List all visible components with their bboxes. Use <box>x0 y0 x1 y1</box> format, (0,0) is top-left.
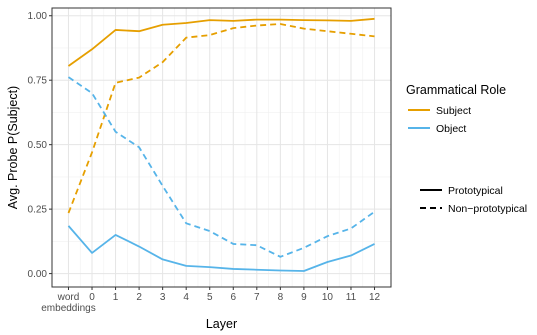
series-line-subject-non-prototypical <box>67 23 375 214</box>
x-tick-label: 10 <box>322 292 334 303</box>
y-tick-label: 0.50 <box>28 140 48 151</box>
x-tick-label: 5 <box>207 292 213 303</box>
y-axis: 0.00 0.25 0.50 0.75 1.00 <box>28 11 52 280</box>
x-tick-label: 0 <box>89 292 95 303</box>
y-tick-label: 0.00 <box>28 269 48 280</box>
x-tick-label: 11 <box>346 292 357 303</box>
legend-label-prototypical: Prototypical <box>448 185 503 197</box>
x-tick-label: 3 <box>160 292 166 303</box>
plot-border <box>51 7 392 288</box>
legend-label-object: Object <box>436 123 466 135</box>
x-tick-label: 8 <box>278 292 284 303</box>
series-line-subject-prototypical <box>67 17 375 67</box>
x-tick-label: 1 <box>113 292 119 303</box>
y-tick-label: 0.25 <box>28 205 48 216</box>
x-tick-label: word embeddings <box>41 292 95 314</box>
x-axis-title: Layer <box>206 317 237 331</box>
legend-title: Grammatical Role <box>406 83 506 97</box>
y-tick-label: 0.75 <box>28 76 48 87</box>
x-tick-label: 12 <box>369 292 381 303</box>
y-axis-title: Avg. Probe P(Subject) <box>6 86 20 209</box>
major-gridlines <box>52 8 391 287</box>
legend-label-non-prototypical: Non−prototypical <box>448 203 527 215</box>
series-line-object-prototypical <box>67 225 375 272</box>
x-tick-label: 6 <box>230 292 236 303</box>
x-tick-label: 4 <box>183 292 189 303</box>
legend-label-subject: Subject <box>436 105 471 117</box>
x-tick-label: 9 <box>301 292 307 303</box>
y-tick-label: 1.00 <box>28 11 48 22</box>
x-tick-label: 2 <box>136 292 142 303</box>
x-tick-label: 7 <box>254 292 260 303</box>
series-lines <box>67 17 376 272</box>
legend: Grammatical Role Subject Object Prototyp… <box>406 83 527 215</box>
